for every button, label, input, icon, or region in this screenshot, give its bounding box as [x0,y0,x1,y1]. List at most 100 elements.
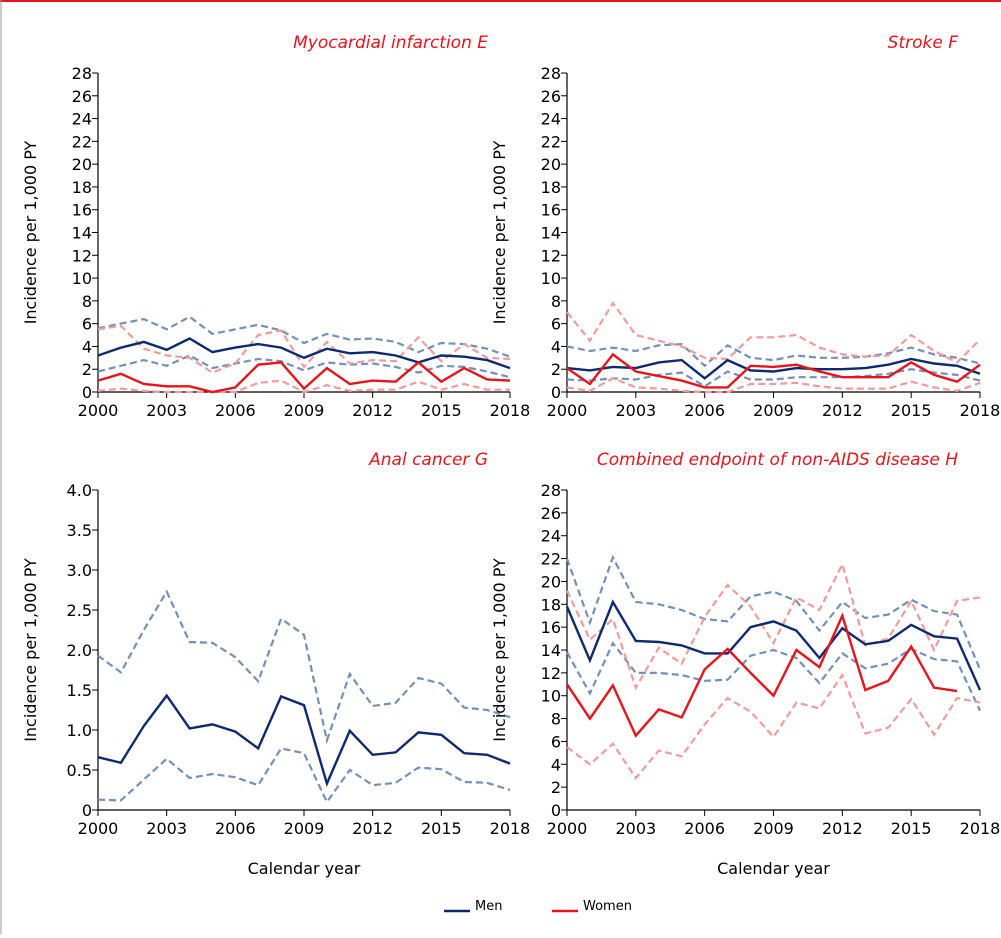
x-tick-label: 2009 [753,819,794,838]
y-tick-label: 20 [72,155,92,174]
ci-line [566,640,981,712]
y-tick-label: 0 [551,801,561,820]
y-tick-label: 24 [72,110,92,129]
y-tick-label: 20 [541,572,561,591]
series-line [565,599,982,691]
ci-line [97,379,510,394]
ci-line [565,554,982,670]
y-axis-label: Incidence per 1,000 PY [21,140,40,324]
y-tick-label: 2 [551,778,561,797]
ci-line [97,747,511,805]
y-tick-label: 28 [541,481,561,500]
y-tick-label: 4 [551,755,561,774]
y-tick-label: 12 [72,246,92,265]
y-tick-label: 1.5 [67,681,92,700]
y-tick-label: 26 [541,504,561,523]
x-tick-label: 2018 [960,819,1001,838]
y-tick-label: 6 [551,315,561,334]
series-line [566,352,981,389]
legend-label: Women [583,899,632,914]
x-tick-label: 2003 [146,819,187,838]
x-tick-label: 2018 [490,819,531,838]
y-tick-label: 14 [541,641,561,660]
ci-line [97,324,511,374]
x-tick-label: 2000 [547,819,588,838]
y-tick-label: 0 [82,383,92,402]
y-tick-label: 6 [551,732,561,751]
chart-title: Myocardial infarction E [293,33,488,53]
y-tick-label: 6 [82,315,92,334]
y-tick-label: 22 [541,132,561,151]
y-tick-label: 10 [541,687,561,706]
y-tick-label: 14 [72,224,92,243]
y-tick-label: 22 [72,132,92,151]
legend-label: Men [475,899,502,914]
y-tick-label: 3.5 [67,521,92,540]
y-tick-label: 18 [72,178,92,197]
chart-title: Anal cancer G [368,450,488,470]
y-tick-label: 0 [82,801,92,820]
x-tick-label: 2009 [753,401,794,420]
chart-title: Combined endpoint of non-AIDS disease H [597,450,958,470]
x-tick-label: 2006 [684,819,725,838]
y-tick-label: 26 [541,87,561,106]
series-line [566,612,958,738]
x-tick-label: 2000 [78,819,119,838]
ci-line [97,589,511,745]
x-tick-label: 2015 [421,401,462,420]
y-tick-label: 24 [541,110,561,129]
x-tick-label: 2018 [490,401,531,420]
x-tick-label: 2018 [960,401,1001,420]
y-tick-label: 3.0 [67,561,92,580]
y-tick-label: 8 [82,292,92,311]
y-tick-label: 4 [82,337,92,356]
x-tick-label: 2006 [215,819,256,838]
ci-line [566,377,981,394]
y-tick-label: 28 [72,64,92,83]
y-tick-label: 18 [541,595,561,614]
x-tick-label: 2006 [684,401,725,420]
x-axis-label: Calendar year [717,859,830,878]
series-line [97,360,511,394]
y-tick-label: 16 [541,201,561,220]
y-tick-label: 2 [82,360,92,379]
y-tick-label: 0.5 [67,761,92,780]
x-tick-label: 2012 [822,819,863,838]
y-tick-label: 8 [551,710,561,729]
y-tick-label: 4 [551,337,561,356]
y-tick-label: 4.0 [67,481,92,500]
x-tick-label: 2000 [78,401,119,420]
ci-line [566,301,981,364]
x-tick-label: 2015 [891,401,932,420]
ci-line [566,368,981,388]
series-line [97,693,511,788]
y-tick-label: 26 [72,87,92,106]
y-tick-label: 2.5 [67,601,92,620]
y-tick-label: 12 [541,664,561,683]
y-tick-label: 28 [541,64,561,83]
x-tick-label: 2012 [822,401,863,420]
ci-line [97,315,511,358]
chart-title: Stroke F [888,33,959,53]
x-tick-label: 2000 [547,401,588,420]
ci-line [566,342,981,368]
y-tick-label: 18 [541,178,561,197]
y-tick-label: 10 [72,269,92,288]
y-tick-label: 8 [551,292,561,311]
y-tick-label: 22 [541,550,561,569]
y-tick-label: 14 [541,224,561,243]
y-axis-label: Incidence per 1,000 PY [490,140,509,324]
series-line [566,357,981,380]
x-tick-label: 2012 [352,819,393,838]
x-tick-label: 2003 [146,401,187,420]
x-tick-label: 2003 [615,401,656,420]
x-tick-label: 2009 [284,819,325,838]
ci-line [97,354,511,379]
y-tick-label: 2.0 [67,641,92,660]
y-axis-label: Incidence per 1,000 PY [490,558,509,742]
ci-line [566,672,981,780]
y-tick-label: 16 [72,201,92,220]
x-tick-label: 2015 [891,819,932,838]
